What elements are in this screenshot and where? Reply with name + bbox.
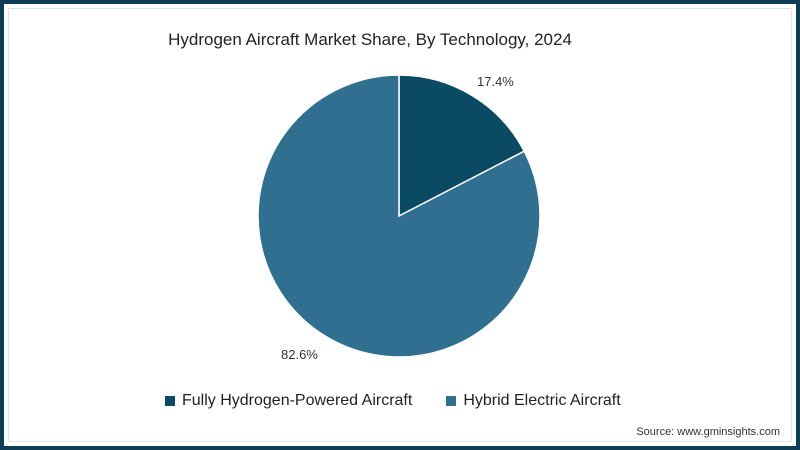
- legend-item-fully-hydrogen: Fully Hydrogen-Powered Aircraft: [165, 392, 412, 410]
- slice-label-hybrid-electric: 82.6%: [281, 347, 318, 362]
- chart-legend: Fully Hydrogen-Powered Aircraft Hybrid E…: [165, 392, 621, 410]
- source-credit: Source: www.gminsights.com: [636, 426, 780, 438]
- legend-item-hybrid-electric: Hybrid Electric Aircraft: [446, 392, 621, 410]
- pie-slice-fully-hydrogen: [398, 74, 526, 218]
- slice-label-fully-hydrogen: 17.4%: [477, 74, 514, 89]
- pie-slice-hybrid-electric: [257, 74, 541, 358]
- legend-swatch-icon: [165, 396, 175, 406]
- legend-label: Fully Hydrogen-Powered Aircraft: [182, 392, 413, 409]
- legend-label: Hybrid Electric Aircraft: [463, 392, 621, 409]
- chart-title: Hydrogen Aircraft Market Share, By Techn…: [168, 30, 572, 49]
- legend-swatch-icon: [446, 396, 457, 406]
